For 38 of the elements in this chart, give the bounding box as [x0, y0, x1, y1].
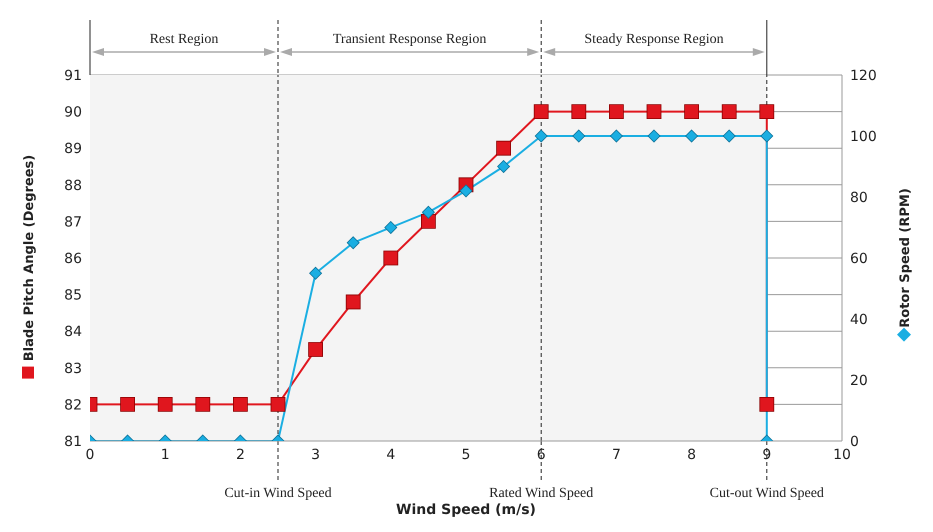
x-tick-label: 8 [687, 446, 696, 463]
x-tick-label: 2 [236, 446, 245, 463]
y-tick-label: 90 [64, 104, 82, 121]
x-tick-label: 6 [536, 446, 546, 463]
y-tick-label: 85 [64, 288, 82, 304]
band-label: Transient Response Region [332, 32, 486, 47]
x-tick-label: 7 [612, 446, 621, 463]
y2-tick-label: 60 [850, 250, 868, 267]
y2-tick-label: 40 [850, 312, 868, 328]
y2-tick-label: 120 [850, 68, 877, 84]
x-tick-label: 3 [311, 446, 320, 463]
x-tick-label: 9 [762, 446, 772, 463]
ref-line-label: Rated Wind Speed [489, 486, 594, 501]
band-label: Rest Region [150, 32, 218, 47]
y-tick-label: 82 [64, 397, 82, 414]
y-tick-label: 87 [64, 214, 82, 230]
x-axis-title: Wind Speed (m/s) [396, 502, 536, 518]
ref-line-label: Cut-in Wind Speed [224, 486, 332, 501]
y2-axis-title: Rotor Speed (RPM) [898, 188, 913, 328]
band-label: Steady Response Region [584, 32, 724, 47]
x-tick-label: 1 [160, 446, 170, 463]
y-tick-label: 91 [64, 68, 82, 84]
y2-tick-label: 0 [850, 434, 859, 450]
y-tick-label: 83 [64, 360, 82, 377]
y-tick-label: 86 [64, 250, 82, 267]
y2-tick-label: 80 [850, 190, 868, 206]
y-tick-label: 81 [64, 434, 82, 450]
y-tick-label: 89 [64, 141, 82, 158]
x-tick-label: 10 [833, 446, 851, 463]
y2-tick-label: 20 [850, 372, 868, 389]
y-axis-title: Blade Pitch Angle (Degrees) [22, 154, 37, 362]
ref-line-label: Cut-out Wind Speed [710, 486, 824, 501]
y-tick-label: 84 [64, 324, 82, 340]
y2-tick-label: 100 [850, 128, 877, 145]
x-tick-label: 4 [386, 446, 396, 463]
x-tick-label: 0 [86, 446, 94, 463]
x-tick-label: 5 [462, 446, 470, 463]
y-tick-label: 88 [64, 178, 82, 194]
